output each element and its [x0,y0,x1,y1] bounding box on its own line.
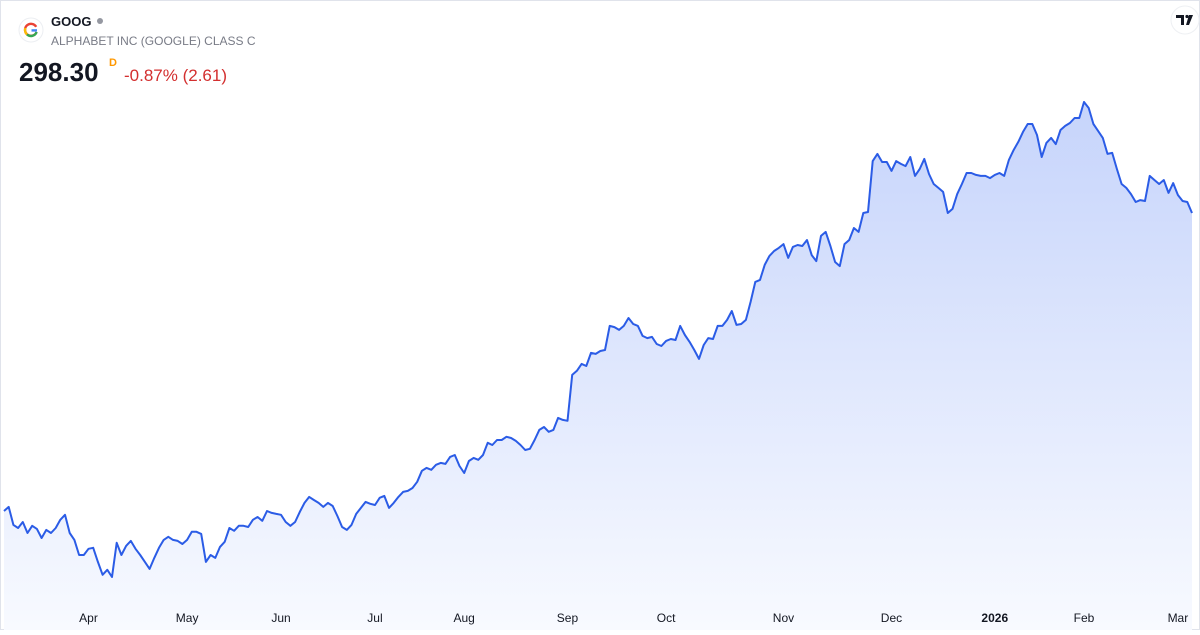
x-tick-label: Mar [1168,611,1189,625]
price-flag: D [109,57,117,69]
x-tick-label: Oct [657,611,676,625]
x-tick-label: Nov [773,611,794,625]
x-tick-label: 2026 [981,611,1008,625]
symbol: GOOG [51,14,91,29]
x-tick-label: Jun [271,611,290,625]
x-tick-label: Dec [881,611,902,625]
price-line [3,101,1193,578]
company-name: ALPHABET INC (GOOGLE) CLASS C [51,34,256,48]
google-logo [23,22,38,38]
x-tick-label: May [176,611,199,625]
x-tick-label: Aug [453,611,474,625]
price: 298.30 [19,57,99,87]
x-tick-label: Jul [367,611,382,625]
x-tick-label: Apr [79,611,98,625]
x-tick-label: Feb [1074,611,1095,625]
price-change: -0.87% (2.61) [124,66,227,85]
status-dot [97,18,103,24]
logo-badge [18,17,44,43]
area-fill [4,102,1192,630]
x-tick-label: Sep [557,611,579,625]
plot: Apr May Jun Jul Aug Sep Oct Nov Dec 2026 Feb Mar [3,101,1193,630]
tradingview-logo [1170,5,1200,35]
